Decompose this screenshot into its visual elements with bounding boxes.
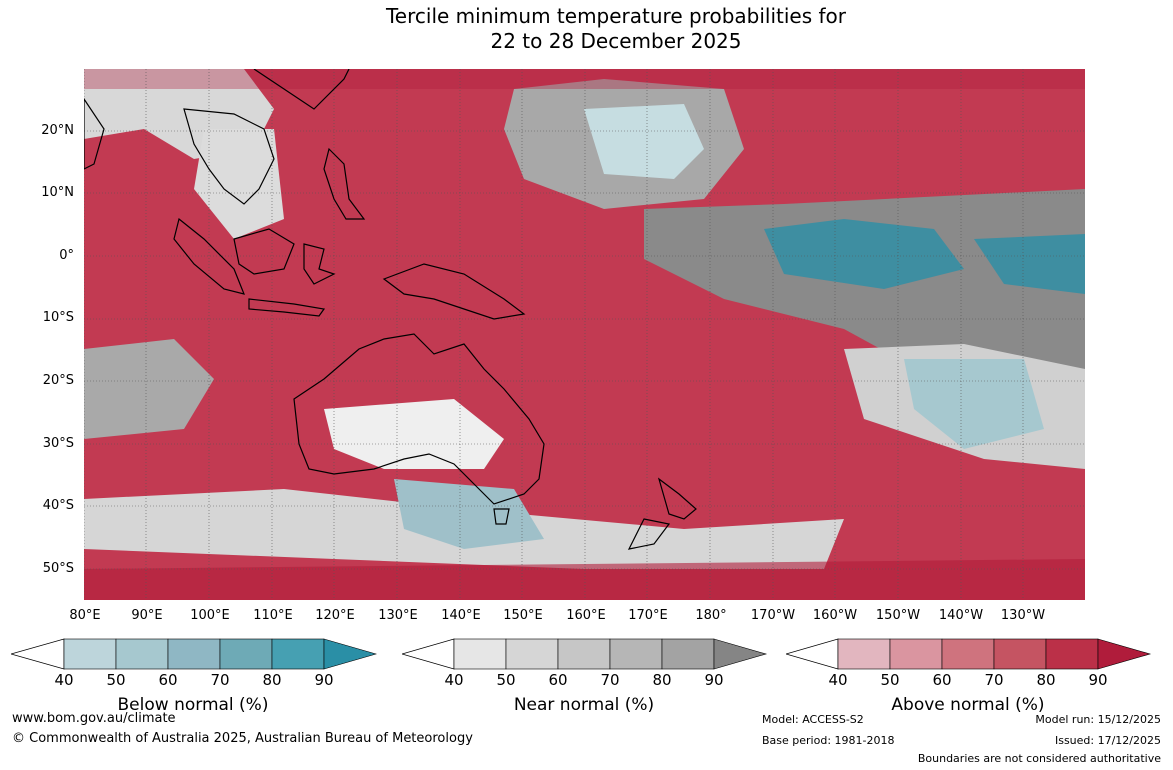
new-guinea-outline bbox=[382, 263, 526, 320]
new-zealand-outline bbox=[627, 477, 697, 550]
title-line-2: 22 to 28 December 2025 bbox=[490, 29, 742, 53]
tick-label: 70 bbox=[600, 671, 620, 689]
colorbar-swatch bbox=[941, 638, 995, 670]
colorbar-extend bbox=[713, 638, 768, 670]
model-run-text: Model run: 15/12/2025 bbox=[1035, 713, 1161, 726]
website-link[interactable]: www.bom.gov.au/climate bbox=[12, 711, 176, 726]
lat-label: 40°S bbox=[42, 498, 74, 513]
colorbar-swatch bbox=[557, 638, 611, 670]
colorbar-swatch bbox=[271, 638, 325, 670]
tick-label: 50 bbox=[496, 671, 516, 689]
model-text: Model: ACCESS-S2 bbox=[762, 713, 864, 726]
title-line-1: Tercile minimum temperature probabilitie… bbox=[385, 4, 847, 28]
tick-label: 90 bbox=[314, 671, 334, 689]
colorbar-swatch bbox=[837, 638, 891, 670]
colorbar-near-label: Near normal (%) bbox=[513, 695, 655, 715]
lon-label: 140°E bbox=[441, 608, 481, 623]
tick-label: 80 bbox=[262, 671, 282, 689]
colorbar-swatch bbox=[661, 638, 715, 670]
lon-label: 130°E bbox=[378, 608, 418, 623]
china-coast bbox=[253, 69, 350, 110]
philippines-outline bbox=[323, 147, 366, 220]
graticule bbox=[84, 69, 1085, 600]
tick-label: 40 bbox=[828, 671, 848, 689]
colorbar-above bbox=[786, 638, 1152, 670]
tick-label: 90 bbox=[704, 671, 724, 689]
lon-label: 180° bbox=[695, 608, 727, 623]
tick-label: 40 bbox=[444, 671, 464, 689]
tick-label: 80 bbox=[652, 671, 672, 689]
lon-label: 100°E bbox=[190, 608, 230, 623]
tick-label: 70 bbox=[984, 671, 1004, 689]
probability-map bbox=[84, 69, 1085, 600]
lon-label: 80°E bbox=[69, 608, 101, 623]
colorbar-swatch bbox=[453, 638, 507, 670]
lon-label: 150°W bbox=[875, 608, 921, 623]
tick-label: 60 bbox=[932, 671, 952, 689]
tick-label: 40 bbox=[54, 671, 74, 689]
colorbar-near bbox=[402, 638, 768, 670]
lat-label: 10°S bbox=[42, 310, 74, 325]
lon-label: 160°W bbox=[812, 608, 858, 623]
tick-label: 80 bbox=[1036, 671, 1056, 689]
borneo-outline bbox=[233, 228, 295, 275]
colorbar-swatch bbox=[993, 638, 1047, 670]
colorbar-swatch bbox=[219, 638, 273, 670]
india-outline bbox=[84, 97, 105, 170]
australia-outline bbox=[293, 333, 545, 505]
sumatra-outline bbox=[173, 217, 245, 295]
tasmania-outline bbox=[493, 508, 510, 525]
indochina-outline bbox=[183, 108, 275, 205]
colorbar-extend bbox=[323, 638, 377, 670]
copyright-text: © Commonwealth of Australia 2025, Austra… bbox=[12, 731, 473, 746]
lat-label: 0° bbox=[59, 248, 74, 263]
colorbar-extend bbox=[1097, 638, 1152, 670]
disclaimer-text: Boundaries are not considered authoritat… bbox=[917, 752, 1161, 765]
tick-label: 50 bbox=[106, 671, 126, 689]
colorbar-swatch bbox=[115, 638, 169, 670]
lat-label: 20°N bbox=[41, 123, 74, 138]
lat-label: 30°S bbox=[42, 436, 74, 451]
java-outline bbox=[248, 298, 326, 317]
map-title: Tercile minimum temperature probabilitie… bbox=[0, 4, 1173, 54]
tick-label: 90 bbox=[1088, 671, 1108, 689]
tick-label: 60 bbox=[158, 671, 178, 689]
colorbar-swatch bbox=[63, 638, 117, 670]
colorbar-swatch bbox=[1045, 638, 1099, 670]
coastlines bbox=[84, 69, 697, 550]
lon-label: 130°W bbox=[1000, 608, 1046, 623]
colorbar-swatch bbox=[609, 638, 663, 670]
lon-label: 150°E bbox=[503, 608, 543, 623]
sulawesi-outline bbox=[303, 243, 336, 285]
lon-label: 170°W bbox=[750, 608, 796, 623]
lat-label: 10°N bbox=[41, 185, 74, 200]
lat-label: 20°S bbox=[42, 373, 74, 388]
lon-label: 160°E bbox=[566, 608, 606, 623]
tick-label: 60 bbox=[548, 671, 568, 689]
colorbar-below bbox=[11, 638, 377, 670]
colorbar-swatch bbox=[889, 638, 943, 670]
lon-label: 110°E bbox=[253, 608, 293, 623]
colorbar-swatch bbox=[167, 638, 221, 670]
colorbar-below-label: Below normal (%) bbox=[117, 695, 269, 715]
colorbar-swatch bbox=[505, 638, 559, 670]
tick-label: 70 bbox=[210, 671, 230, 689]
lon-label: 170°E bbox=[628, 608, 668, 623]
lon-label: 120°E bbox=[315, 608, 355, 623]
lat-label: 50°S bbox=[42, 561, 74, 576]
issued-text: Issued: 17/12/2025 bbox=[1054, 734, 1161, 747]
colorbar-above-label: Above normal (%) bbox=[891, 695, 1045, 715]
base-period-text: Base period: 1981-2018 bbox=[762, 734, 895, 747]
lon-label: 140°W bbox=[938, 608, 984, 623]
lon-label: 90°E bbox=[131, 608, 163, 623]
tick-label: 50 bbox=[880, 671, 900, 689]
